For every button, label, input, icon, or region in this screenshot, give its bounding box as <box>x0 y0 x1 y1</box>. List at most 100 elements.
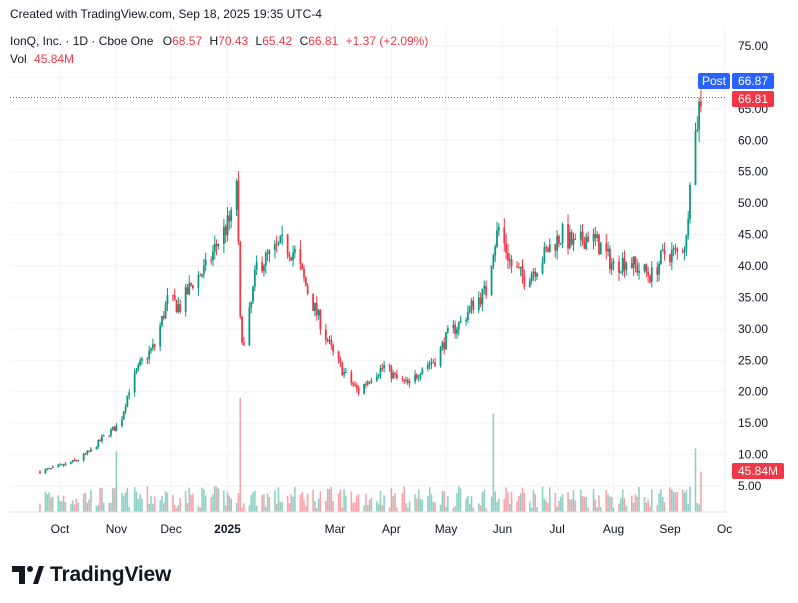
volume-bar <box>579 489 582 512</box>
candle-body <box>634 256 637 265</box>
volume-bar <box>618 503 620 512</box>
volume-bar <box>115 451 118 512</box>
candle-body <box>548 244 551 253</box>
volume-bar <box>536 507 538 512</box>
candle-body <box>303 269 305 278</box>
volume-bar <box>305 506 307 512</box>
candle-body <box>510 259 513 267</box>
volume-bar <box>416 498 418 512</box>
candle-body <box>124 406 127 412</box>
candle-body <box>689 184 691 219</box>
volume-bar <box>472 507 475 512</box>
candle-body <box>90 449 92 452</box>
candle-body <box>268 250 271 254</box>
volume-bar <box>124 492 127 512</box>
brand-name: TradingView <box>50 563 172 586</box>
volume-bar <box>365 493 367 512</box>
candle-body <box>326 339 329 342</box>
volume-bar <box>521 487 524 512</box>
candle-body <box>328 339 331 342</box>
volume-bar <box>534 494 537 512</box>
candle-body <box>428 363 431 365</box>
volume-bar <box>485 507 487 512</box>
volume-bar <box>166 493 169 512</box>
x-axis: Oct Nov Dec 2025 Mar Apr May Jun Jul Aug Sep Oc <box>10 511 732 536</box>
candle-body <box>452 324 455 329</box>
volume-bar <box>102 502 105 512</box>
candle-body <box>175 300 178 313</box>
candle-body <box>71 459 74 463</box>
y-tick-label: 30.00 <box>738 322 768 336</box>
candle-body <box>301 264 304 270</box>
candle-body <box>64 463 67 466</box>
candle-body <box>472 300 475 311</box>
candle-body <box>426 364 429 369</box>
candle-body <box>108 435 111 437</box>
candle-body <box>649 275 651 283</box>
volume-bar <box>459 488 462 512</box>
volume-bar <box>228 495 231 512</box>
volume-bar <box>162 502 165 512</box>
candle-body <box>432 362 435 364</box>
candle-body <box>148 350 151 359</box>
tradingview-logo-icon <box>12 566 44 584</box>
candle-body <box>517 267 520 269</box>
candle-body <box>190 283 193 286</box>
volume-bar <box>48 492 50 512</box>
candle-body <box>483 285 486 289</box>
candle-body <box>643 264 646 271</box>
candle-body <box>228 215 231 222</box>
candle-body <box>636 264 639 273</box>
volume-bar <box>434 502 436 512</box>
volume-bar <box>339 489 342 512</box>
volume-bar <box>86 502 89 512</box>
volume-bar <box>161 496 163 512</box>
candle-body <box>243 342 245 346</box>
candle-body <box>337 351 340 359</box>
volume-bar <box>508 503 511 512</box>
y-tick-label: 20.00 <box>738 385 768 399</box>
candle-body <box>521 266 524 276</box>
volume-bar <box>496 501 498 512</box>
candle-body <box>354 384 356 386</box>
candle-body <box>222 226 225 245</box>
candle-body <box>252 286 254 302</box>
candle-body <box>516 266 518 268</box>
candle-body <box>339 358 342 363</box>
volume-bar <box>122 495 125 512</box>
tradingview-logo[interactable]: TradingView <box>12 562 171 588</box>
candle-body <box>122 411 125 420</box>
candle-body <box>59 464 61 466</box>
volume-bar <box>141 498 143 512</box>
volume-bar <box>479 505 482 512</box>
candle-body <box>492 255 495 266</box>
candle-body <box>481 288 484 305</box>
candle-body <box>128 392 131 396</box>
candle-body <box>670 250 673 263</box>
candle-body <box>570 232 573 245</box>
legend-vol-label: Vol <box>10 52 27 66</box>
volume-bar <box>64 501 67 512</box>
volume-bar <box>683 492 686 512</box>
volume-bar <box>210 497 212 512</box>
volume-bar <box>388 507 391 512</box>
volume-bar <box>630 495 633 512</box>
candle-body <box>241 316 243 343</box>
candle-body <box>532 271 535 274</box>
candle-body <box>197 275 200 288</box>
volume-bar <box>146 486 149 512</box>
volume-bar <box>598 495 600 512</box>
volume-bar <box>261 495 263 512</box>
volume-bar <box>137 499 140 512</box>
candle-body <box>51 466 54 469</box>
candle-body <box>561 223 564 244</box>
chart-area[interactable]: 5.00 10.00 15.00 20.00 25.00 30.00 35.00 40.00 4… <box>0 26 798 545</box>
volume-bar <box>669 487 671 512</box>
volume-bar <box>370 497 373 512</box>
candle-body <box>587 236 589 242</box>
candlestick-chart[interactable]: 5.00 10.00 15.00 20.00 25.00 30.00 35.00 40.00 4… <box>0 26 798 545</box>
candle-body <box>568 232 571 249</box>
volume-bar <box>226 492 229 512</box>
volume-bar <box>150 495 152 512</box>
candle-body <box>102 435 105 437</box>
